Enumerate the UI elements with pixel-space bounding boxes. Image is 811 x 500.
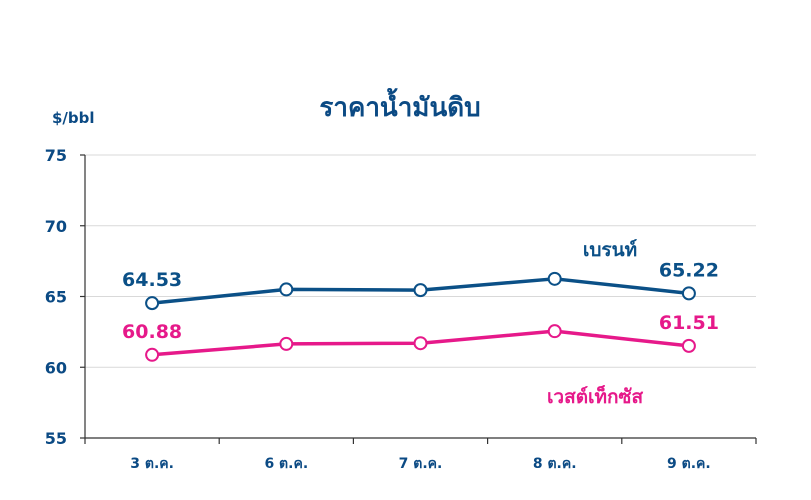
data-point: [547, 324, 562, 339]
series-group: [145, 271, 696, 362]
y-tick-label: 55: [45, 429, 67, 448]
data-point: [279, 282, 294, 297]
x-tick-label: 9 ต.ค.: [667, 456, 711, 472]
data-point: [279, 336, 294, 351]
y-tick-label: 60: [45, 358, 67, 377]
y-axis-unit: $/bbl: [52, 109, 95, 127]
data-labels: 64.53 65.22 60.88 61.51 เบรนท์เวสต์เท็กซัส: [122, 239, 719, 408]
data-label: 60.88: [122, 321, 182, 343]
x-tick-label: 7 ต.ค.: [399, 456, 443, 472]
y-tick-label: 65: [45, 288, 67, 307]
x-tick-label: 6 ต.ค.: [264, 456, 308, 472]
series-name-label: เบรนท์: [583, 239, 637, 261]
x-tick-label: 3 ต.ค.: [130, 456, 174, 472]
data-label: 64.53: [122, 269, 182, 291]
y-tick-label: 70: [45, 217, 67, 236]
data-point: [681, 286, 696, 301]
gridlines: [85, 154, 756, 368]
y-tick-labels: 55 60 65 70 75: [45, 146, 67, 448]
data-point: [681, 338, 696, 353]
data-point: [413, 283, 428, 298]
series-name-label: เวสต์เท็กซัส: [547, 384, 644, 408]
data-point: [413, 336, 428, 351]
chart-title: ราคาน้ำมันดิบ: [319, 87, 480, 123]
data-point: [145, 296, 160, 311]
x-tick-label: 8 ต.ค.: [533, 456, 577, 472]
y-tick-label: 75: [45, 146, 67, 165]
x-tick-labels: 3 ต.ค. 6 ต.ค. 7 ต.ค. 8 ต.ค. 9 ต.ค.: [130, 456, 711, 472]
axes: [80, 154, 757, 444]
data-point: [547, 271, 562, 286]
data-point: [145, 347, 160, 362]
data-label: 61.51: [659, 312, 719, 334]
data-label: 65.22: [659, 259, 719, 281]
